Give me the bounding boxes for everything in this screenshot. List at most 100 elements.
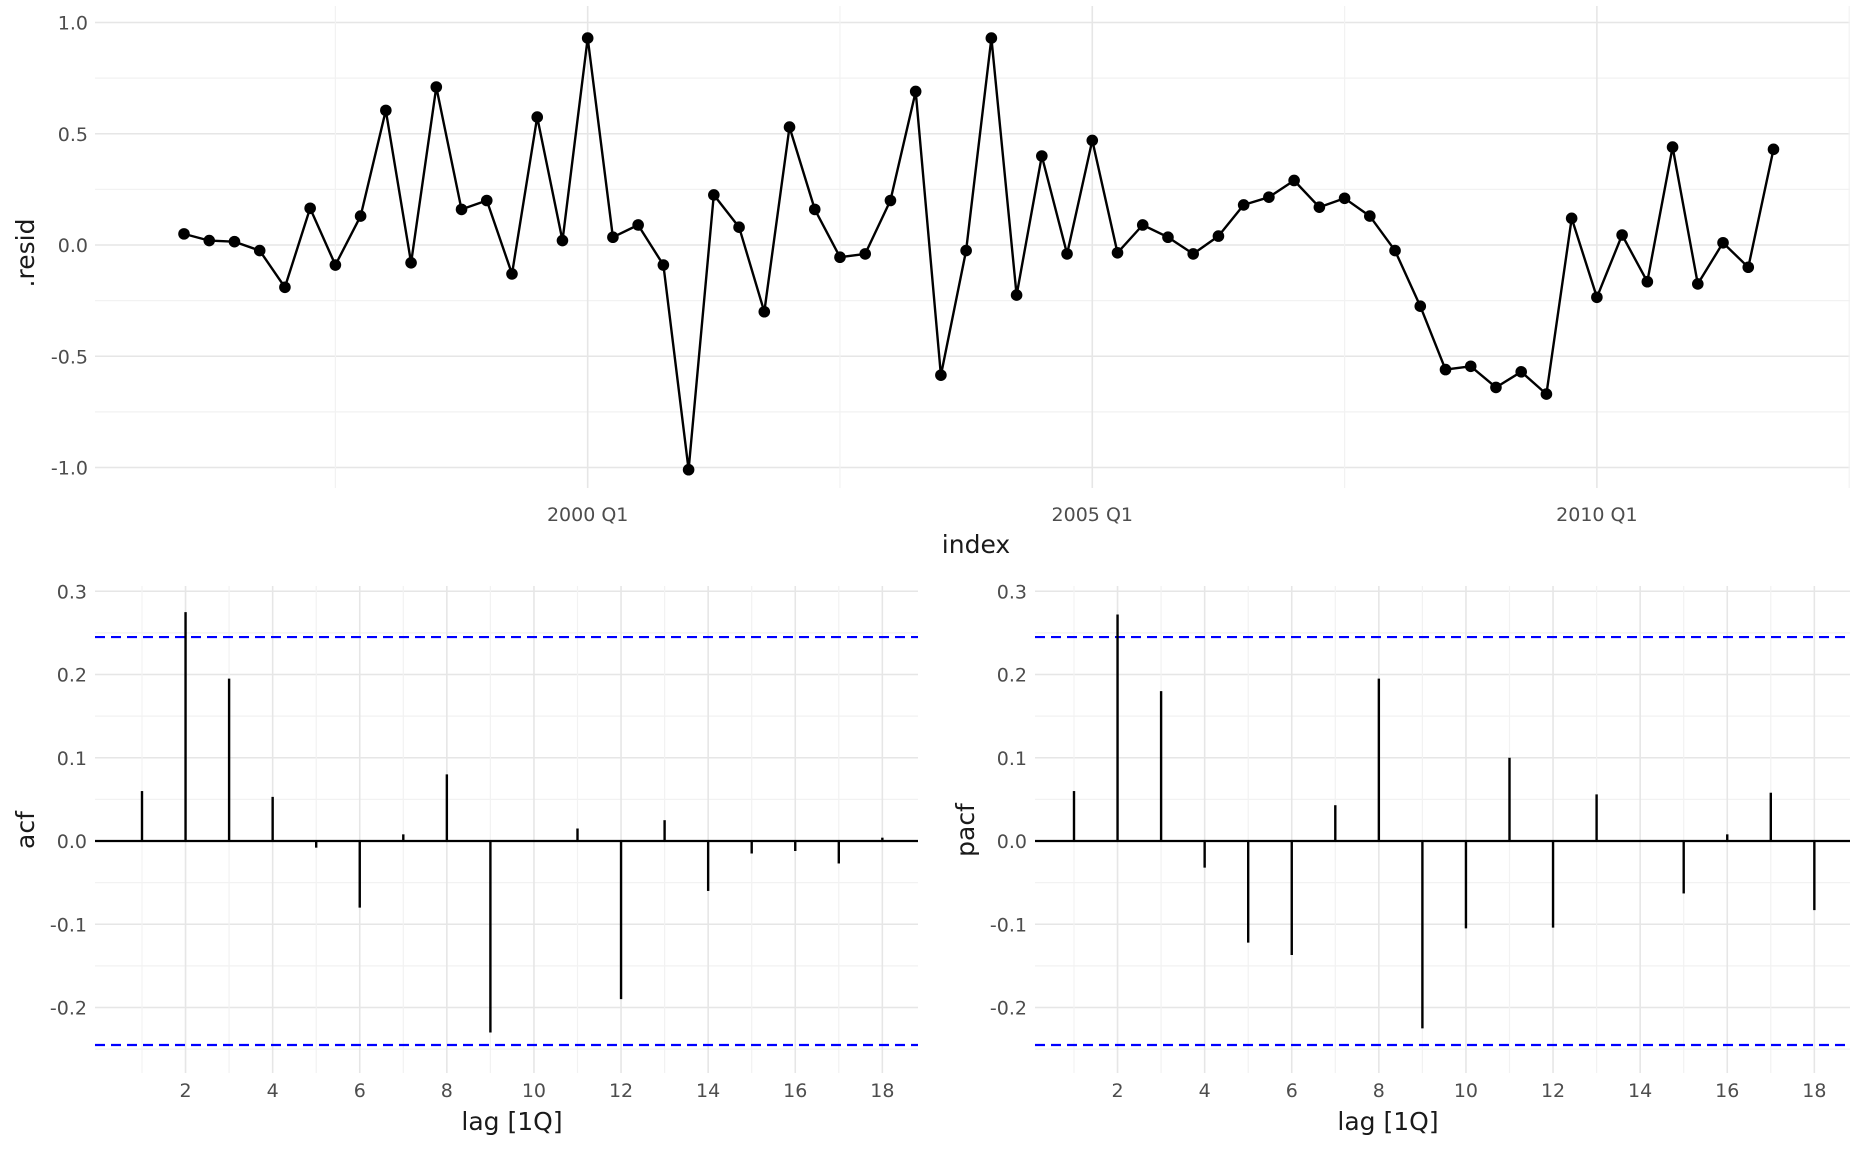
pacf-y-tick-label: 0.2 [997,665,1027,687]
residuals-x-axis-title: index [942,530,1010,559]
residuals-panel: 1.00.50.0-0.5-1.0 2000 Q1 2005 Q1 2010 Q1 … [11,6,1850,559]
residual-point [354,210,367,222]
residual-point [1136,219,1149,231]
pacf-y-ticks: 0.3 0.2 0.1 0.0 -0.1 -0.2 [990,581,1027,1019]
residual-point [1767,143,1780,156]
residual-point [203,234,216,247]
residual-point [758,305,771,318]
residual-point [808,203,821,216]
residual-point [935,369,947,381]
pacf-x-tick-label: 4 [1199,1080,1211,1102]
pacf-x-tick-label: 12 [1541,1080,1565,1102]
residual-point [480,194,493,207]
acf-y-tick-label: -0.2 [50,998,87,1020]
residual-point [960,244,972,257]
residuals-x-ticks: 2000 Q1 2005 Q1 2010 Q1 [547,504,1638,526]
acf-x-axis-title: lag [1Q] [461,1107,562,1136]
residuals-y-ticks: 1.0 0.5 0.0 -0.5 -1.0 [51,13,88,480]
residual-point [733,221,745,233]
residual-point [632,219,644,231]
y-tick-label: 0.5 [58,124,88,146]
residual-point [1464,360,1477,373]
y-tick-label: 0.0 [58,235,88,257]
residual-point [1717,236,1729,249]
residuals-marks [178,32,1780,476]
residual-point [657,259,670,271]
residual-point [304,202,316,215]
acf-y-axis-title: acf [11,810,40,849]
residual-point [1212,230,1225,242]
residual-point [1313,201,1326,213]
acf-y-tick-label: 0.2 [57,665,87,687]
residual-point [783,121,796,133]
residual-point [1338,192,1351,205]
residuals-grid [95,6,1850,488]
residual-point [1389,244,1401,257]
residual-point [682,463,695,476]
residual-point [1515,366,1527,378]
pacf-x-tick-label: 10 [1454,1080,1478,1102]
acf-y-ticks: 0.3 0.2 0.1 0.0 -0.1 -0.2 [50,581,87,1019]
residual-point [1666,141,1679,153]
residual-point [329,259,342,271]
residual-point [1742,261,1755,274]
acf-x-tick-label: 10 [522,1080,546,1102]
residual-point [531,111,544,123]
x-tick-label: 2000 Q1 [547,504,628,526]
acf-x-tick-label: 14 [696,1080,720,1102]
residual-series-line [183,36,1775,471]
residual-point [1036,150,1048,162]
pacf-y-tick-label: -0.1 [990,914,1027,936]
pacf-x-ticks: 2 4 6 8 10 12 14 16 18 [1112,1080,1827,1102]
residual-point [430,81,443,93]
pacf-x-tick-label: 14 [1628,1080,1652,1102]
acf-x-tick-label: 8 [441,1080,453,1102]
residuals-y-axis-title: .resid [11,219,40,288]
acf-y-tick-label: 0.3 [57,581,87,603]
residual-point [556,234,569,247]
acf-grid [95,586,918,1073]
residual-point [380,104,392,117]
residual-point [1086,134,1099,147]
pacf-y-tick-label: 0.0 [997,831,1027,853]
residual-point [1187,248,1199,260]
pacf-y-axis-title: pacf [951,802,980,857]
pacf-x-tick-label: 2 [1112,1080,1124,1102]
residual-point [1540,388,1553,400]
residual-point [1692,278,1704,290]
residual-point [708,189,720,201]
acf-x-tick-label: 2 [180,1080,192,1102]
acf-x-ticks: 2 4 6 8 10 12 14 16 18 [180,1080,895,1102]
acf-x-tick-label: 12 [609,1080,633,1102]
pacf-x-tick-label: 16 [1715,1080,1739,1102]
residual-point [178,228,190,240]
residual-point [1591,291,1603,304]
residual-point [1641,275,1654,288]
residual-point [884,194,897,207]
acf-x-tick-label: 6 [354,1080,366,1102]
y-tick-label: -0.5 [51,346,88,368]
residual-point [1565,212,1578,225]
acf-x-tick-label: 4 [267,1080,279,1102]
x-tick-label: 2005 Q1 [1052,504,1133,526]
residual-point [405,257,417,269]
residual-point [506,268,518,280]
residual-point [1237,199,1250,211]
acf-x-tick-label: 18 [870,1080,894,1102]
x-tick-label: 2010 Q1 [1556,504,1637,526]
y-tick-label: -1.0 [51,458,88,480]
acf-panel: 0.3 0.2 0.1 0.0 -0.1 -0.2 2 4 6 8 10 12 14 16 18 lag … [11,581,918,1136]
residual-point [985,32,998,44]
acf-marks [95,612,918,1047]
residual-point [1061,248,1073,260]
pacf-y-tick-label: 0.1 [997,748,1027,770]
residual-point [279,281,291,294]
acf-y-tick-label: -0.1 [50,914,87,936]
pacf-x-tick-label: 18 [1802,1080,1826,1102]
residual-point [1414,300,1427,312]
residual-point [455,203,468,216]
residual-point [834,251,846,264]
acf-y-tick-label: 0.1 [57,748,87,770]
pacf-y-tick-label: 0.3 [997,581,1027,603]
